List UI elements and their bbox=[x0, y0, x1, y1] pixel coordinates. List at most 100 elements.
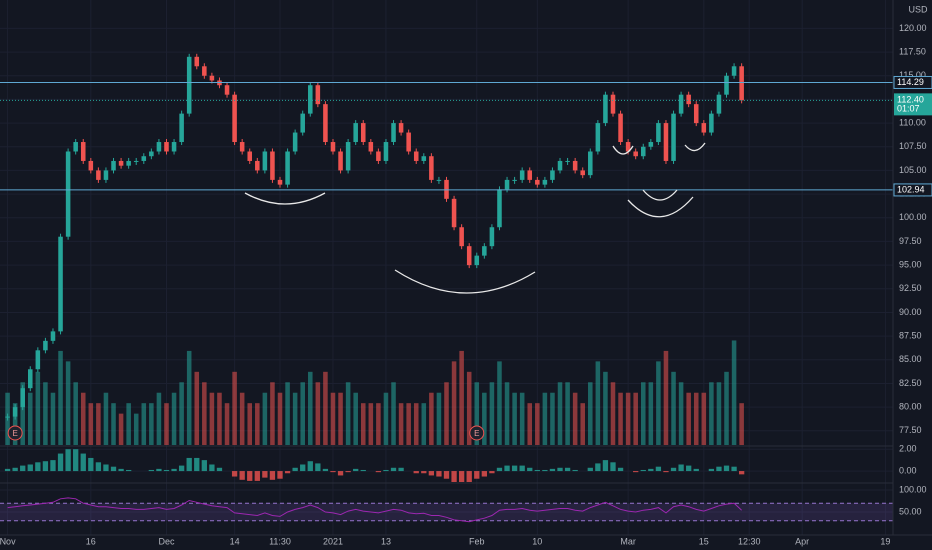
candle bbox=[550, 170, 555, 180]
arc bbox=[642, 189, 678, 201]
histogram-bar bbox=[247, 471, 253, 481]
histogram-bar bbox=[254, 471, 260, 481]
candle bbox=[588, 151, 593, 176]
candle bbox=[35, 350, 41, 370]
volume-bar bbox=[709, 382, 714, 445]
price-label-box bbox=[893, 183, 932, 197]
candle bbox=[368, 142, 374, 152]
histogram-bar bbox=[383, 469, 389, 472]
candle bbox=[360, 123, 366, 143]
histogram-bar bbox=[360, 469, 366, 472]
histogram-bar bbox=[20, 465, 26, 472]
volume-bar bbox=[512, 392, 517, 445]
histogram-bar bbox=[12, 467, 18, 472]
x-tick-label: Mar bbox=[620, 536, 636, 546]
y-tick-label: 110.00 bbox=[899, 117, 926, 127]
volume-bar bbox=[103, 392, 109, 445]
histogram-bar bbox=[171, 468, 177, 472]
volume-bar bbox=[194, 371, 200, 445]
histogram-bar bbox=[231, 471, 238, 477]
earnings-marker bbox=[7, 425, 23, 441]
volume-bar bbox=[43, 382, 48, 445]
x-tick-label: 10 bbox=[532, 536, 542, 546]
volume-bar bbox=[292, 392, 298, 445]
price-label-box bbox=[893, 75, 932, 89]
y-tick-label: 80.00 bbox=[899, 402, 922, 412]
y-tick-label: 117.50 bbox=[899, 46, 926, 56]
candle bbox=[459, 227, 464, 247]
candle bbox=[126, 160, 131, 166]
candle bbox=[678, 94, 684, 114]
y-tick-label: 120.00 bbox=[899, 23, 927, 33]
candle bbox=[497, 189, 502, 228]
volume-bar bbox=[96, 403, 101, 445]
histogram-bar bbox=[103, 464, 109, 472]
histogram-bar bbox=[375, 471, 382, 473]
candle bbox=[444, 179, 449, 199]
candle bbox=[338, 151, 343, 171]
candle bbox=[686, 94, 691, 105]
earnings-marker bbox=[469, 425, 485, 441]
volume-bar bbox=[610, 382, 616, 445]
volume-bar bbox=[701, 392, 707, 445]
volume-bar bbox=[731, 340, 737, 445]
arc bbox=[612, 145, 634, 155]
histogram-bar bbox=[602, 460, 609, 472]
x-tick-label: Apr bbox=[795, 536, 809, 546]
volume-bar bbox=[497, 361, 502, 445]
y-tick-label: 100.00 bbox=[899, 484, 927, 494]
y-tick-label: 90.00 bbox=[899, 307, 922, 317]
candle bbox=[315, 85, 321, 105]
histogram-bar bbox=[353, 468, 359, 472]
histogram-bar bbox=[693, 468, 699, 472]
volume-bar bbox=[572, 392, 578, 445]
candle bbox=[413, 151, 419, 161]
volume-bar bbox=[330, 392, 336, 445]
volume-bar bbox=[345, 382, 351, 445]
y-tick-label: 95.00 bbox=[899, 259, 922, 269]
volume-bar bbox=[724, 371, 729, 445]
candle bbox=[353, 123, 358, 143]
y-tick-label: 85.00 bbox=[899, 354, 922, 364]
candle bbox=[466, 246, 472, 266]
candle bbox=[376, 151, 381, 161]
candle bbox=[156, 142, 162, 152]
volume-bar bbox=[338, 392, 343, 445]
candle bbox=[330, 142, 336, 152]
y-tick-label: 100.00 bbox=[899, 212, 927, 222]
candle bbox=[527, 170, 533, 180]
histogram-bar bbox=[610, 462, 616, 472]
volume-bar bbox=[716, 382, 722, 445]
histogram-bar bbox=[504, 465, 510, 472]
histogram-bar bbox=[481, 471, 487, 477]
arc bbox=[684, 142, 706, 152]
volume-bar bbox=[360, 403, 366, 445]
histogram-bar bbox=[723, 465, 730, 472]
candle bbox=[542, 179, 548, 185]
volume-bar bbox=[277, 392, 283, 445]
candle bbox=[247, 151, 253, 161]
histogram-bar bbox=[277, 471, 283, 479]
candle bbox=[164, 142, 169, 152]
volume-bar bbox=[270, 382, 275, 445]
candle bbox=[186, 56, 192, 114]
y-tick-label: 77.50 bbox=[899, 425, 922, 435]
volume-bar bbox=[482, 392, 487, 445]
volume-bar bbox=[595, 361, 601, 445]
histogram-bar bbox=[216, 467, 223, 472]
histogram-bar bbox=[27, 464, 33, 472]
histogram-bar bbox=[738, 471, 745, 475]
candle bbox=[103, 170, 109, 180]
histogram-bar bbox=[617, 467, 624, 472]
histogram-bar bbox=[390, 467, 397, 472]
volume-bar bbox=[202, 382, 207, 445]
candle bbox=[171, 142, 177, 152]
volume-bar bbox=[50, 392, 56, 445]
volume-bar bbox=[141, 403, 147, 445]
candle bbox=[724, 75, 729, 95]
candle bbox=[701, 123, 707, 133]
volume-bar bbox=[111, 403, 116, 445]
histogram-bar bbox=[686, 465, 692, 472]
candle bbox=[255, 160, 260, 171]
